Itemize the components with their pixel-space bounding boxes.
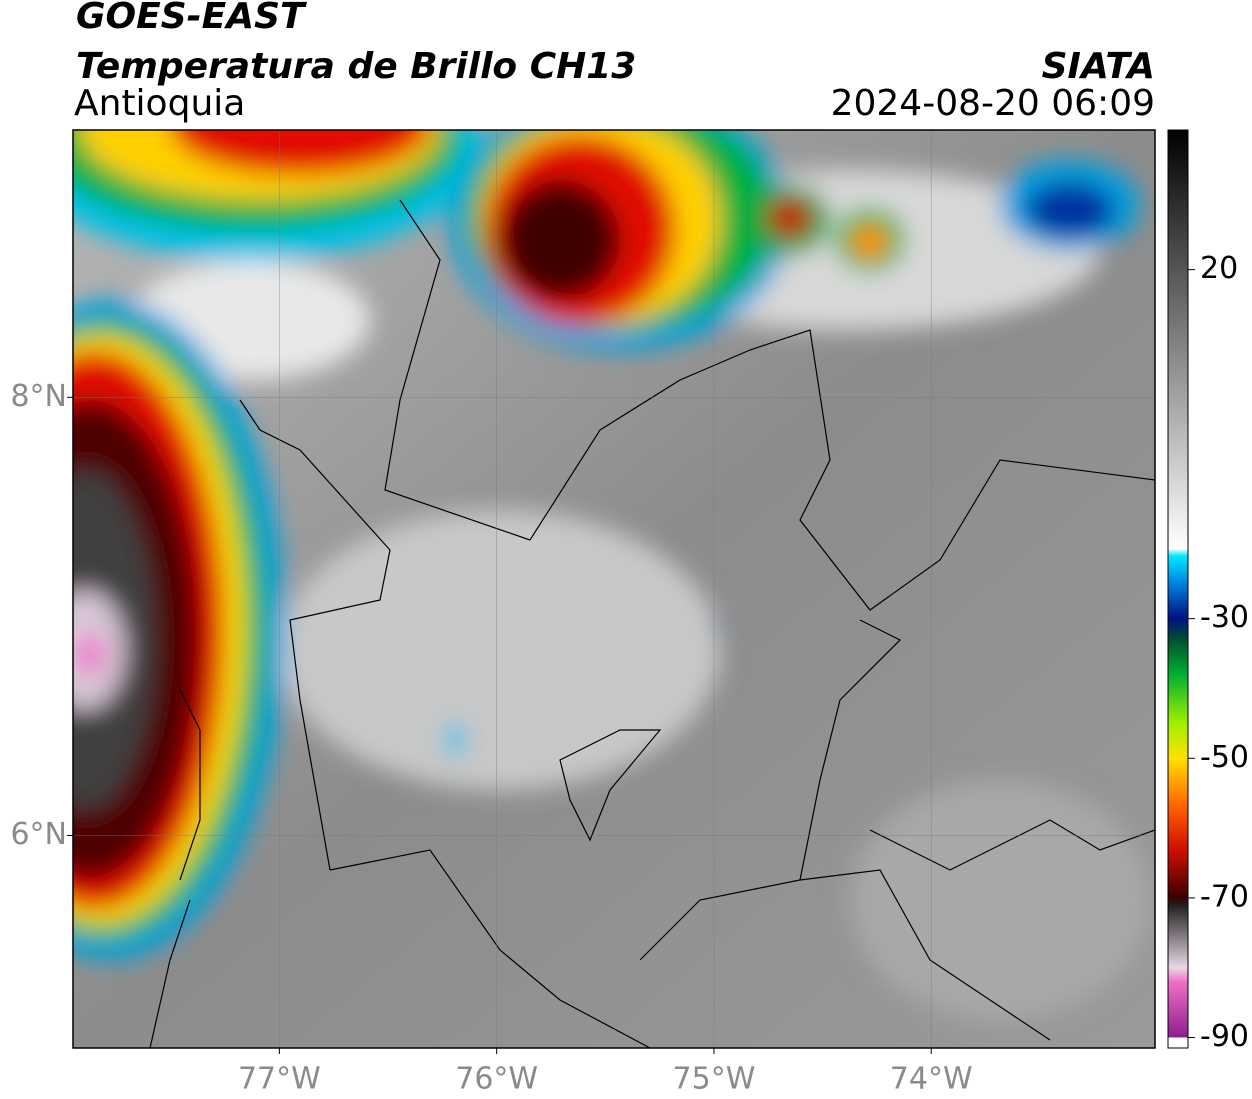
x-tick-label: 74°W: [890, 1062, 973, 1097]
colorbar-tick-label: 20: [1200, 251, 1238, 286]
colorbar-tick-label: -30: [1200, 600, 1249, 635]
subtitle: Temperatura de Brillo CH13: [76, 46, 636, 87]
x-tick-label: 77°W: [238, 1062, 321, 1097]
region: Antioquia: [74, 83, 245, 124]
source: SIATA: [1042, 46, 1155, 87]
map-frame: [72, 129, 1156, 1049]
colorbar-tick-label: -90: [1200, 1019, 1249, 1054]
colorbar: [1167, 129, 1189, 1049]
satellite-image: [73, 130, 1155, 1048]
colorbar-tick-label: -50: [1200, 740, 1249, 775]
colorbar-tick-label: -70: [1200, 879, 1249, 914]
timestamp: 2024-08-20 06:09: [831, 83, 1155, 124]
y-tick-label: 8°N: [10, 379, 67, 414]
grid: [73, 130, 1155, 1048]
x-tick-label: 76°W: [455, 1062, 538, 1097]
x-tick-label: 75°W: [673, 1062, 756, 1097]
y-tick-label: 6°N: [10, 817, 67, 852]
title: GOES-EAST: [76, 0, 307, 37]
